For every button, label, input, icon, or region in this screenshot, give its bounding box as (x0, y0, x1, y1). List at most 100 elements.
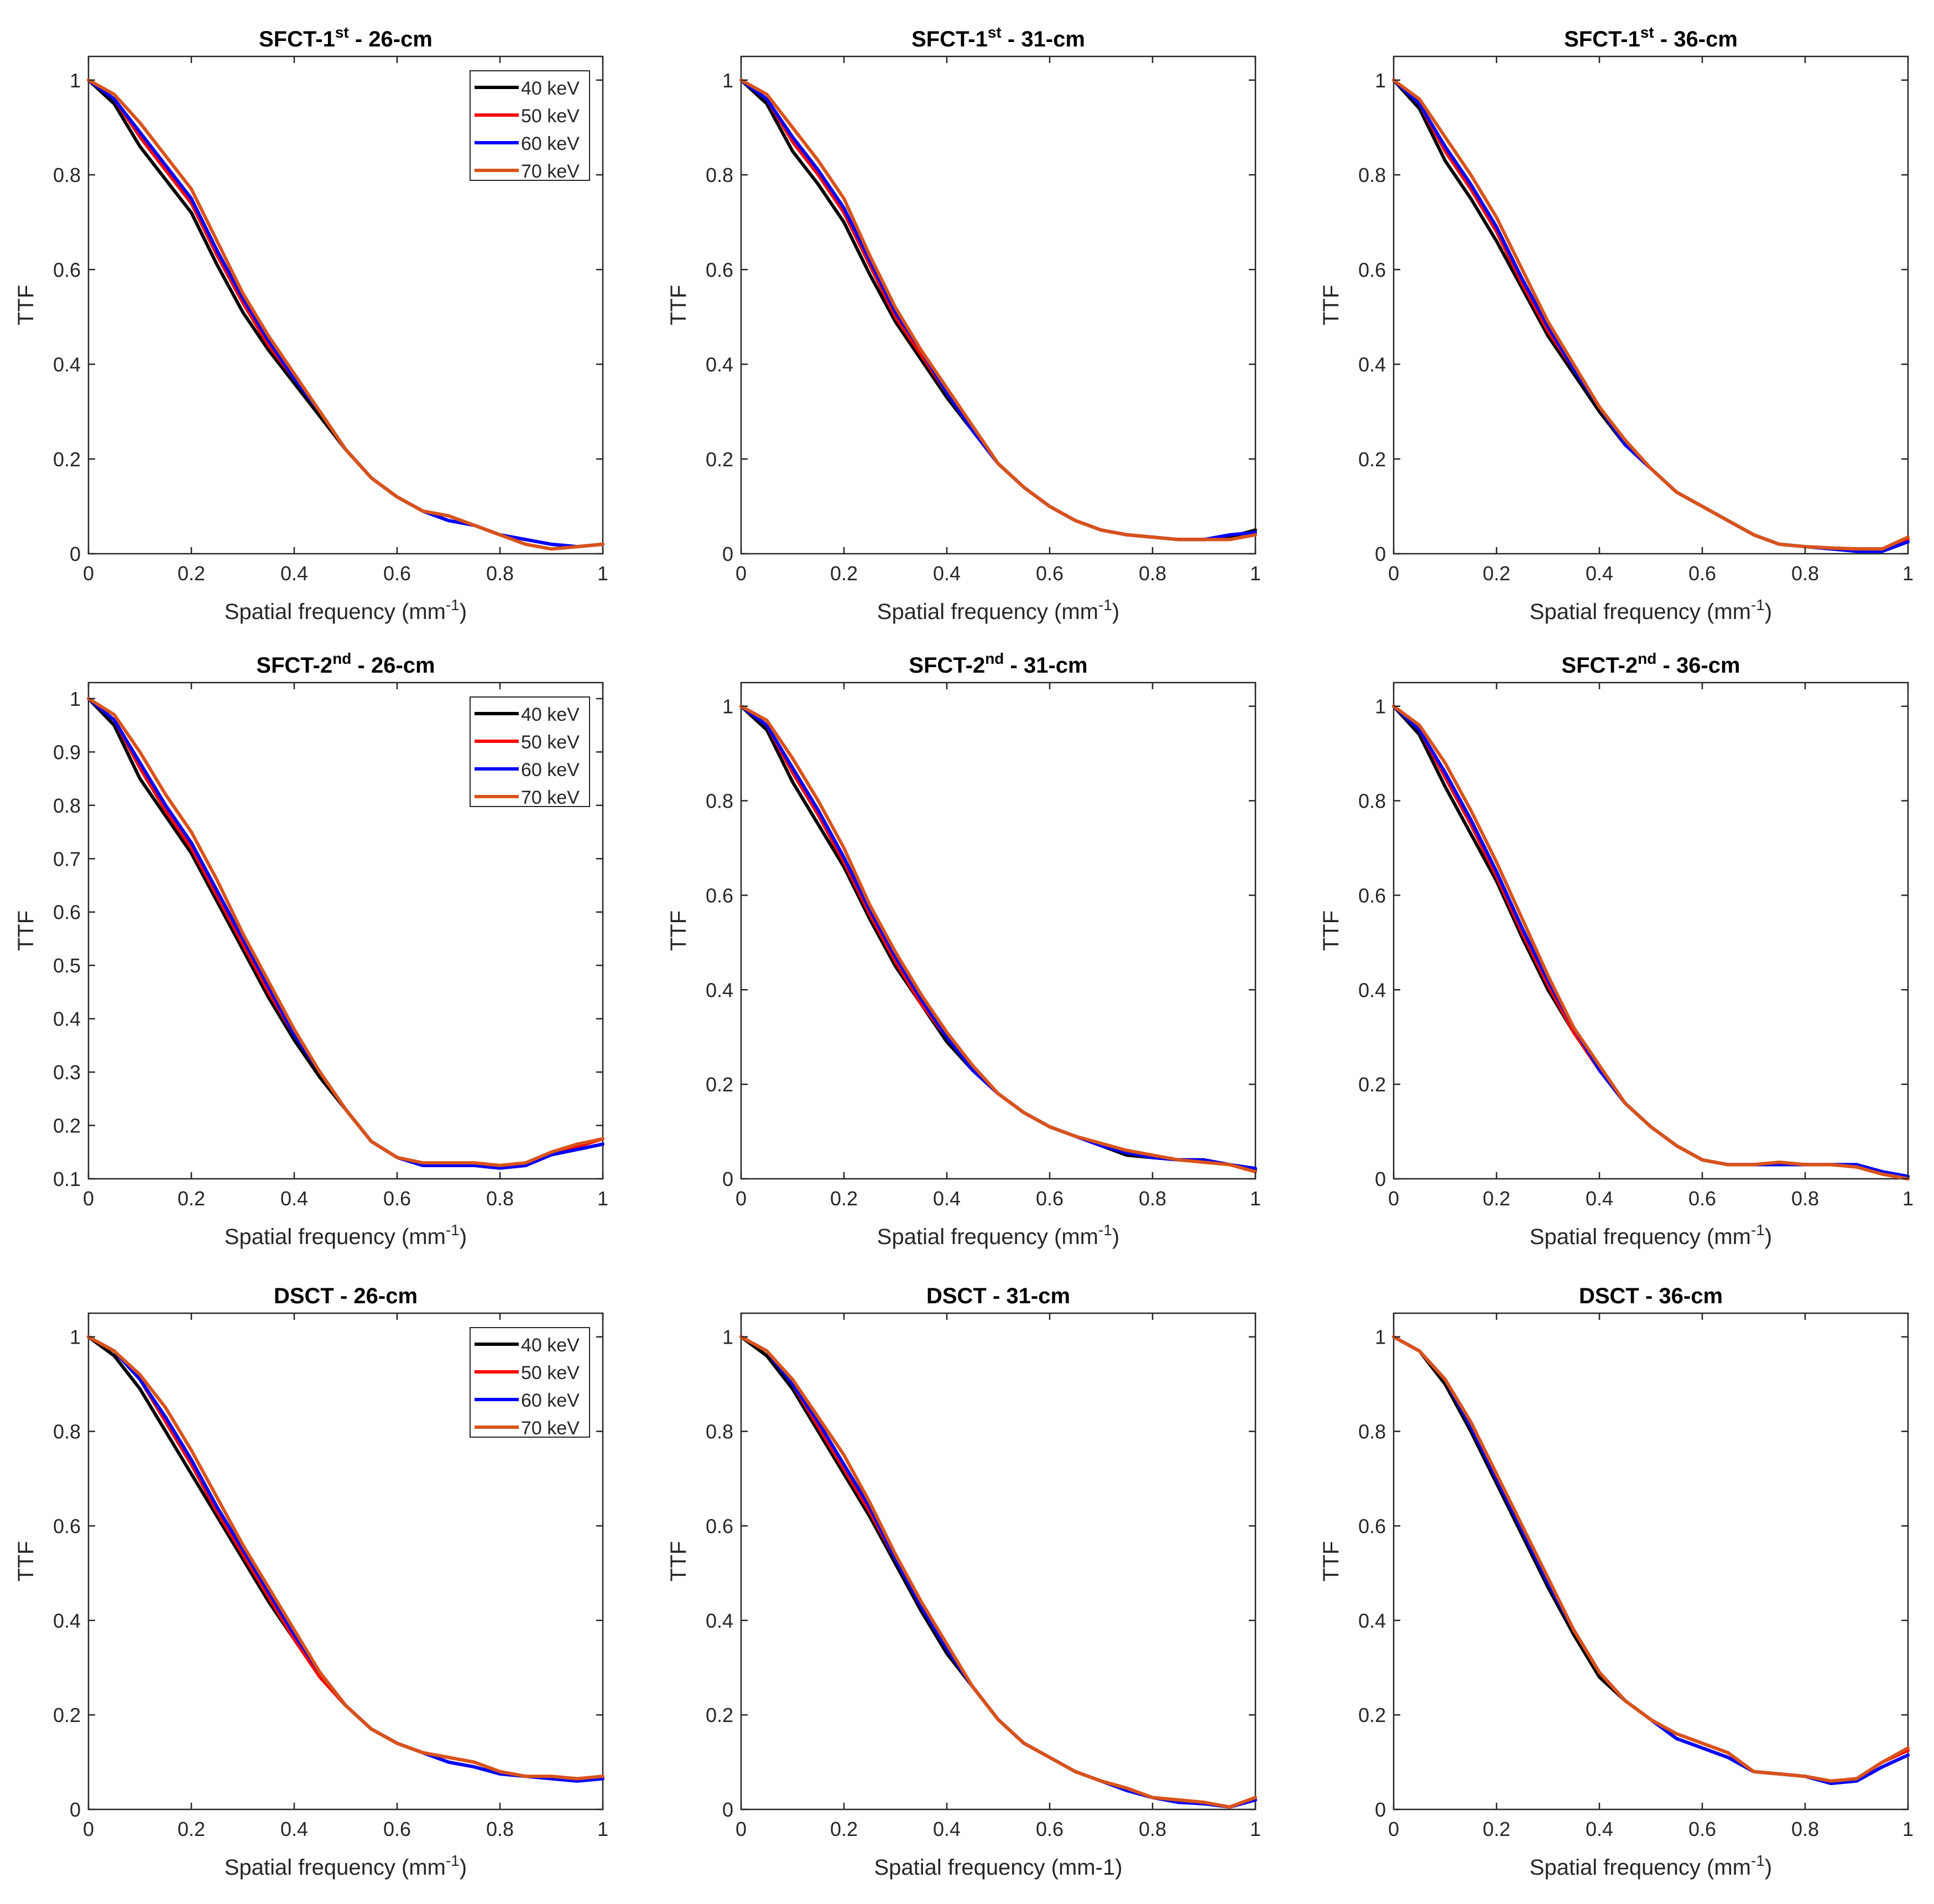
x-tick-label: 0 (83, 562, 94, 585)
y-tick-label: 0.2 (706, 1073, 733, 1096)
x-tick-label: 0.4 (1586, 1187, 1613, 1210)
chart-title-main: SFCT-1 (911, 27, 988, 51)
chart-panel-4: 0 0.2 0.4 0.6 0.8 1 0.1 0.2 0.3 0.4 0.5 0.6 0.7 0.8 0.… (14, 650, 608, 1249)
y-axis-label: TTF (666, 285, 691, 325)
series-line-70-kev (739, 704, 1257, 1174)
x-tick-label: 0.2 (830, 1187, 858, 1210)
chart-panel-1: 0 0.2 0.4 0.6 0.8 1 0 0.2 0.4 0.6 0.8 1 SFCT-1st - 2… (14, 24, 608, 624)
x-axis-label-main: Spatial frequency (mm (225, 1225, 446, 1249)
x-tick-label: 0.4 (933, 1187, 961, 1210)
chart-panel-8: 0 0.2 0.4 0.6 0.8 1 0 0.2 0.4 0.6 0.8 1 DSCT - 31-cm… (666, 1284, 1261, 1880)
x-tick-label: 0.2 (830, 1818, 858, 1840)
chart-title-main: DSCT - 26-cm (274, 1284, 418, 1308)
x-tick-label: 0.8 (1791, 562, 1819, 585)
chart-title-suffix: - 26-cm (351, 653, 435, 678)
y-tick-label: 0 (722, 543, 733, 565)
x-tick-label: 0.2 (1483, 1818, 1510, 1840)
y-tick-label: 1 (70, 688, 81, 710)
chart-title-superscript: nd (332, 650, 351, 667)
legend-label: 40 keV (521, 78, 580, 99)
y-tick-label: 0.6 (1358, 1515, 1386, 1537)
x-tick-label: 0.8 (1791, 1187, 1819, 1210)
y-tick-label: 0.2 (1358, 1073, 1386, 1096)
x-axis-label: Spatial frequency (mm-1) (877, 596, 1119, 624)
y-tick-label: 0.4 (706, 979, 733, 1001)
y-tick-label: 0.4 (1358, 1609, 1386, 1632)
legend-label: 50 keV (521, 732, 580, 753)
x-tick-label: 0 (1388, 562, 1399, 585)
x-axis-label: Spatial frequency (mm-1) (874, 1855, 1122, 1880)
x-axis-label-superscript: -1 (446, 1221, 460, 1239)
x-axis-label: Spatial frequency (mm-1) (225, 1221, 467, 1249)
y-tick-label: 0.7 (53, 847, 81, 870)
chart-title: SFCT-2nd - 26-cm (256, 650, 435, 678)
x-tick-label: 0.8 (1139, 1187, 1166, 1210)
x-axis-label-superscript: -1 (446, 596, 460, 613)
plot-area-frame (1393, 55, 1909, 555)
x-tick-label: 1 (1250, 1187, 1261, 1210)
x-axis-label: Spatial frequency (mm-1) (877, 1221, 1119, 1249)
chart-title-main: SFCT-2 (909, 653, 985, 678)
series-line-70-kev (87, 1335, 604, 1781)
x-tick-label: 0.2 (178, 1187, 205, 1210)
y-tick-label: 0.8 (1358, 164, 1386, 186)
y-tick-label: 0.2 (706, 1704, 733, 1726)
y-tick-label: 0.6 (706, 258, 733, 281)
y-tick-label: 0 (722, 1798, 733, 1821)
x-axis-label-end: ) (460, 1225, 467, 1249)
y-tick-label: 0.6 (53, 901, 81, 924)
y-tick-label: 0.4 (1358, 353, 1386, 376)
x-tick-label: 0.6 (1036, 1187, 1064, 1210)
y-tick-label: 0.9 (53, 741, 81, 763)
x-tick-label: 1 (1250, 562, 1261, 585)
x-tick-label: 0.4 (1586, 1818, 1613, 1840)
y-tick-label: 0.8 (53, 164, 81, 186)
chart-title-main: SFCT-2 (1561, 653, 1638, 678)
chart-title-main: DSCT - 31-cm (926, 1284, 1070, 1308)
x-tick-label: 0.6 (383, 562, 411, 585)
chart-title: SFCT-2nd - 31-cm (909, 650, 1087, 678)
y-tick-label: 0.4 (706, 353, 733, 376)
x-tick-label: 1 (1902, 562, 1914, 585)
y-tick-label: 0.2 (53, 1704, 81, 1726)
x-tick-label: 0.6 (383, 1187, 411, 1210)
x-tick-label: 0.6 (1688, 562, 1716, 585)
y-tick-label: 0.8 (1358, 790, 1386, 813)
series-line-70-kev (739, 1335, 1257, 1809)
chart-title-superscript: st (1640, 24, 1654, 41)
x-tick-label: 1 (597, 1187, 608, 1210)
series-line-70-kev (87, 696, 604, 1167)
legend: 40 keV 50 keV 60 keV 70 keV (470, 1327, 590, 1439)
x-tick-label: 0.2 (830, 562, 858, 585)
x-tick-label: 0.8 (1139, 1818, 1166, 1840)
y-tick-label: 0.2 (53, 1115, 81, 1137)
chart-title: DSCT - 26-cm (274, 1284, 418, 1308)
chart-title: SFCT-2nd - 36-cm (1561, 650, 1740, 678)
x-tick-label: 0.2 (178, 562, 205, 585)
chart-panel-9: 0 0.2 0.4 0.6 0.8 1 0 0.2 0.4 0.6 0.8 1 DSCT - 36-cm… (1319, 1284, 1914, 1880)
x-axis-label-superscript: -1 (1751, 1852, 1765, 1869)
y-tick-label: 1 (70, 1326, 81, 1349)
y-tick-label: 1 (722, 695, 733, 718)
y-tick-label: 0 (1375, 543, 1386, 565)
x-axis-label-end: ) (1112, 600, 1119, 624)
y-tick-label: 0.5 (53, 954, 81, 977)
y-tick-label: 0.6 (706, 884, 733, 907)
y-tick-label: 0 (70, 543, 81, 565)
x-tick-label: 0.2 (1483, 562, 1510, 585)
x-tick-label: 0.4 (280, 1818, 308, 1840)
legend: 40 keV 50 keV 60 keV 70 keV (470, 696, 590, 808)
y-tick-label: 0.4 (53, 353, 81, 376)
chart-title-suffix: - 31-cm (1002, 27, 1085, 51)
x-tick-label: 0 (83, 1818, 94, 1840)
x-axis-label-main: Spatial frequency (mm (225, 600, 446, 624)
x-tick-label: 0.8 (486, 562, 514, 585)
legend-label: 40 keV (521, 1335, 580, 1356)
x-axis-label: Spatial frequency (mm-1) (1530, 1852, 1772, 1880)
x-axis-label: Spatial frequency (mm-1) (225, 1852, 467, 1880)
chart-title-suffix: - 36-cm (1654, 27, 1738, 51)
legend-label: 50 keV (521, 1362, 580, 1383)
y-tick-label: 0.6 (706, 1515, 733, 1537)
chart-title-suffix: - 31-cm (1004, 653, 1087, 678)
y-tick-label: 1 (722, 1326, 733, 1349)
